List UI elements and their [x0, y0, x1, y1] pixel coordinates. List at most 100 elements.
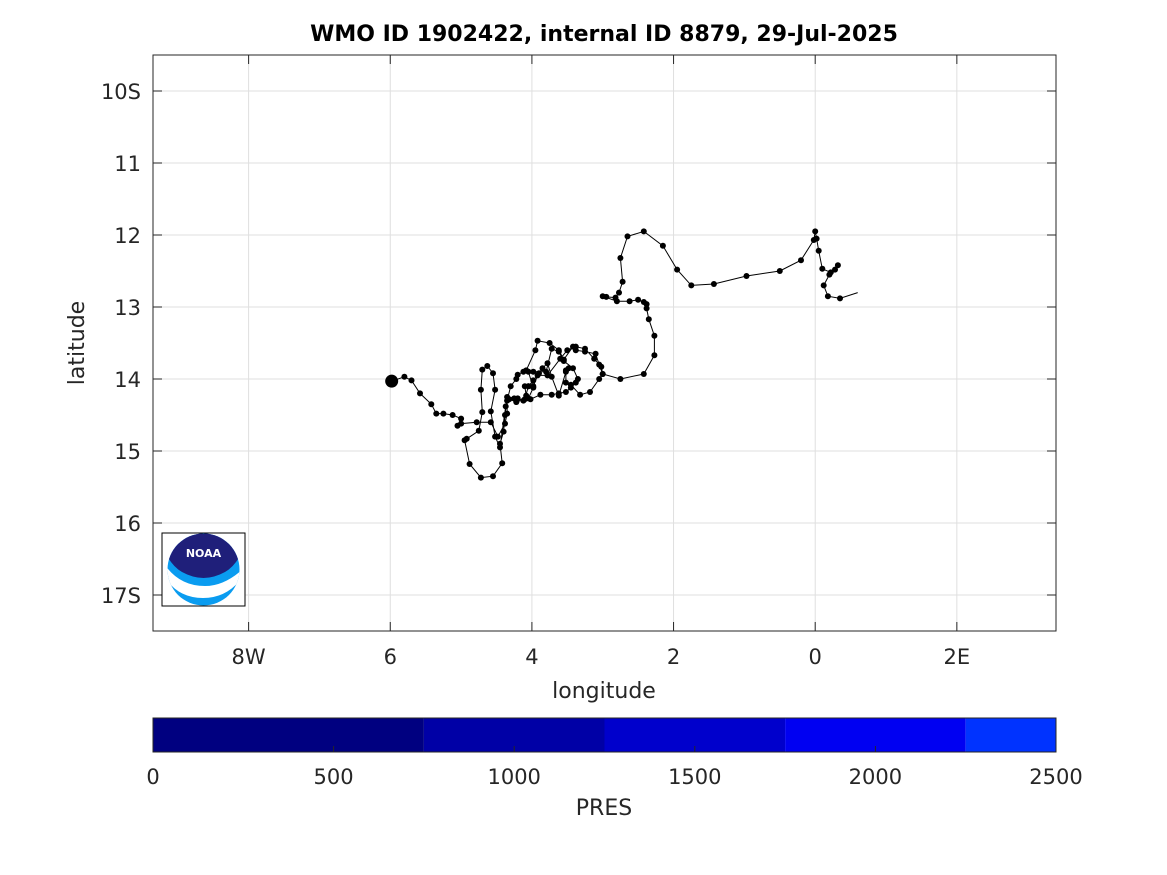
colorbar-tick-label: 2000 [849, 765, 902, 789]
track-point [543, 368, 550, 375]
track-point [562, 379, 569, 386]
track-point [564, 347, 571, 354]
track-point [499, 460, 506, 467]
track-point [572, 343, 579, 350]
y-axis-label: latitude [65, 301, 90, 385]
track-point [513, 399, 520, 405]
track-point [562, 367, 569, 374]
track-point [834, 262, 841, 269]
track-point [587, 389, 593, 395]
track-point [428, 401, 435, 408]
track-point [592, 350, 599, 357]
track-point [534, 337, 541, 344]
track-point [616, 289, 622, 296]
track-point [477, 474, 484, 481]
track-point [582, 345, 588, 352]
track-point [513, 376, 520, 382]
track-point [776, 268, 783, 274]
y-tick-label: 15 [114, 440, 141, 464]
y-tick-label: 14 [114, 368, 141, 392]
track-point [617, 255, 624, 261]
track-point [626, 298, 633, 305]
track-point [492, 386, 499, 393]
track-point [645, 316, 652, 323]
y-tick-label: 17S [101, 584, 141, 608]
track-point [484, 363, 491, 369]
track-point [500, 428, 507, 435]
x-tick-label: 6 [384, 645, 397, 669]
track-point [613, 298, 620, 305]
track-point [521, 383, 528, 390]
track-point [487, 419, 494, 426]
x-tick-label: 8W [232, 645, 266, 669]
colorbar-label: PRES [576, 796, 632, 821]
track-point [548, 391, 555, 398]
colorbar-band [153, 718, 424, 752]
x-tick-label: 2 [667, 645, 680, 669]
track-point [544, 360, 551, 367]
track-point [487, 408, 494, 415]
track-point [473, 419, 480, 426]
track-point [815, 247, 822, 254]
track-point [502, 403, 509, 410]
grid [153, 55, 1056, 631]
track-point [640, 371, 647, 377]
track-point [537, 391, 544, 398]
track-point [599, 371, 606, 377]
track-point [810, 237, 817, 243]
track-point [530, 383, 537, 390]
track-point [570, 365, 576, 372]
track-point [619, 278, 626, 285]
colorbar-tick-label: 2500 [1029, 765, 1082, 789]
plot-area: 8W 6 4 2 0 2E 10S 11 12 13 14 15 16 17S NOAA [101, 54, 1057, 669]
track-point [504, 397, 511, 404]
track-point [477, 386, 484, 393]
track-point [674, 266, 681, 273]
track-point [710, 281, 717, 287]
noaa-logo-text: NOAA [186, 547, 222, 560]
track-point [574, 376, 581, 382]
track-point [530, 377, 537, 384]
track-point [433, 410, 440, 417]
track-point [479, 366, 486, 373]
track-point [643, 301, 650, 308]
track-point [599, 293, 606, 300]
colorbar: 0 500 1000 1500 2000 2500 PRES [146, 717, 1083, 821]
track-point [555, 348, 562, 355]
track-point [463, 435, 470, 442]
track-point [688, 282, 695, 289]
track-point [458, 415, 465, 422]
float-track-points [388, 228, 843, 481]
track-point [643, 305, 650, 312]
colorbar-frame [152, 717, 1057, 753]
track-point [651, 332, 658, 339]
track-point [577, 391, 584, 398]
y-tick-label: 12 [114, 224, 141, 248]
track-point [562, 389, 569, 395]
track-point [497, 444, 503, 451]
x-axis-ticks: 8W 6 4 2 0 2E [232, 55, 970, 669]
track-point [417, 390, 423, 397]
track-point [596, 376, 603, 382]
track-point [525, 368, 532, 375]
track-point [820, 282, 827, 289]
track-point [534, 372, 541, 379]
y-axis-ticks: 10S 11 12 13 14 15 16 17S [101, 80, 1056, 608]
x-axis-label: longitude [552, 679, 656, 704]
track-point [624, 233, 631, 240]
track-point [827, 269, 834, 276]
track-point [523, 392, 530, 399]
track-point [479, 409, 486, 416]
track-point [449, 412, 456, 418]
chart-title: WMO ID 1902422, internal ID 8879, 29-Jul… [310, 22, 898, 47]
track-point [819, 265, 826, 272]
track-point [504, 410, 511, 417]
track-point [548, 345, 555, 352]
y-tick-label: 13 [114, 296, 141, 320]
track-point [475, 427, 482, 434]
y-tick-label: 10S [101, 80, 141, 104]
track-point [520, 368, 527, 375]
start-position-marker [385, 374, 399, 388]
noaa-logo: NOAA [161, 532, 246, 607]
